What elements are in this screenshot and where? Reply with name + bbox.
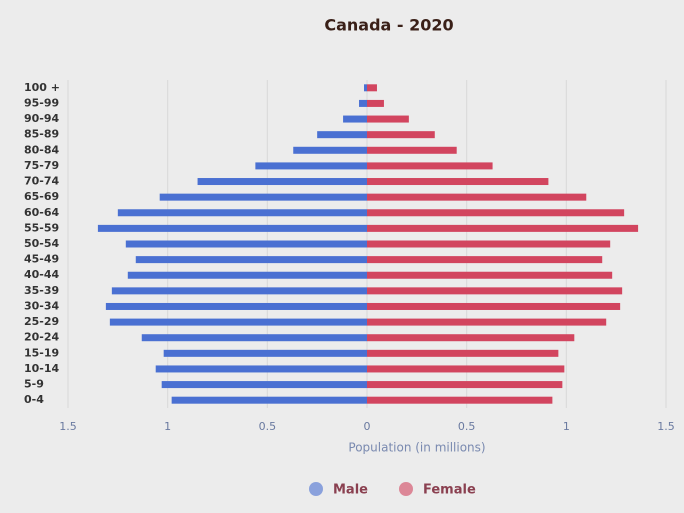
x-tick-label: 1	[164, 420, 171, 433]
bar	[359, 99, 367, 107]
bar	[367, 318, 607, 326]
bar	[367, 365, 565, 373]
bar	[367, 271, 613, 279]
bar	[125, 240, 367, 248]
legend-label: Female	[423, 483, 476, 498]
bar	[111, 287, 367, 295]
legend-marker	[309, 482, 323, 496]
y-tick-label: 60-64	[24, 206, 60, 219]
bar	[367, 302, 621, 310]
y-tick-label: 80-84	[24, 143, 60, 156]
y-tick-label: 45-49	[24, 253, 59, 266]
y-tick-label: 50-54	[24, 237, 60, 250]
x-tick-label: 1	[563, 420, 570, 433]
y-tick-label: 25-29	[24, 315, 59, 328]
y-tick-label: 55-59	[24, 221, 59, 234]
bar	[109, 318, 368, 326]
y-tick-label: 65-69	[24, 190, 59, 203]
bar	[317, 131, 367, 139]
bar	[161, 381, 367, 389]
y-tick-label: 15-19	[24, 346, 59, 359]
y-tick-label: 75-79	[24, 159, 59, 172]
y-tick-label: 5-9	[24, 378, 44, 391]
bar	[367, 209, 625, 217]
bar	[171, 396, 367, 404]
bar	[293, 146, 367, 154]
chart-title: Canada - 2020	[324, 16, 453, 35]
y-tick-label: 40-44	[24, 268, 60, 281]
y-tick-label: 30-34	[24, 299, 60, 312]
x-tick-label: 1.5	[657, 420, 675, 433]
bar	[367, 99, 384, 107]
bar	[367, 115, 409, 123]
y-tick-label: 10-14	[24, 362, 60, 375]
legend-marker	[399, 482, 413, 496]
bar	[135, 256, 367, 264]
bar	[255, 162, 367, 170]
bar	[367, 240, 611, 248]
y-tick-label: 90-94	[24, 112, 60, 125]
x-axis-label: Population (in millions)	[348, 441, 485, 455]
bar	[367, 193, 587, 201]
bar	[127, 271, 367, 279]
bar	[367, 256, 603, 264]
bar	[367, 224, 639, 232]
bar	[367, 178, 549, 186]
bar	[155, 365, 367, 373]
bar	[367, 349, 559, 357]
y-tick-label: 35-39	[24, 284, 59, 297]
bar	[367, 131, 435, 139]
x-tick-label: 0.5	[458, 420, 476, 433]
bar	[367, 84, 377, 92]
bar	[343, 115, 367, 123]
y-tick-label: 0-4	[24, 393, 44, 406]
bar	[141, 334, 367, 342]
bar	[367, 396, 553, 404]
x-tick-label: 0.5	[259, 420, 277, 433]
bar	[367, 162, 493, 170]
bar	[367, 381, 563, 389]
bar	[364, 84, 367, 92]
bar	[97, 224, 368, 232]
bar	[367, 146, 457, 154]
legend-label: Male	[333, 483, 368, 498]
bar	[367, 334, 575, 342]
bar	[197, 178, 367, 186]
y-tick-label: 85-89	[24, 128, 59, 141]
bar	[163, 349, 367, 357]
y-tick-label: 95-99	[24, 96, 59, 109]
bar	[105, 302, 367, 310]
bar	[367, 287, 623, 295]
bar	[117, 209, 367, 217]
x-tick-label: 0	[364, 420, 371, 433]
y-tick-label: 100 +	[24, 81, 60, 94]
y-tick-label: 70-74	[24, 175, 60, 188]
bar	[159, 193, 367, 201]
x-tick-label: 1.5	[59, 420, 77, 433]
y-tick-label: 20-24	[24, 331, 60, 344]
